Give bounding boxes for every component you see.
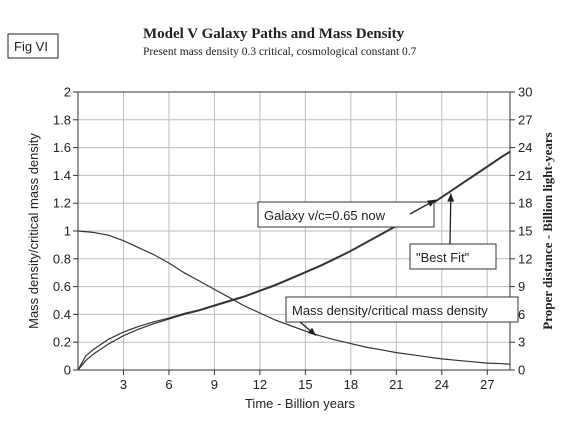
y-left-tick-label: 1.2 xyxy=(53,196,71,211)
arrow-mass-density xyxy=(299,321,317,336)
annotation-mass-density-label: Mass density/critical mass density xyxy=(292,303,488,318)
x-tick-label: 15 xyxy=(298,377,312,392)
chart-title: Model V Galaxy Paths and Mass Density xyxy=(143,26,405,42)
y-left-tick-label: 0.2 xyxy=(53,335,71,350)
arrow-galaxy xyxy=(409,199,437,215)
arrow-best-fit xyxy=(447,193,455,245)
series-mass-density xyxy=(77,230,511,365)
x-tick-label: 24 xyxy=(435,377,449,392)
y-right-tick-label: 3 xyxy=(518,335,525,350)
annotation-galaxy-label: Galaxy v/c=0.65 now xyxy=(264,208,386,223)
y-left-tick-label: 0 xyxy=(64,363,71,378)
figure-label: Fig VI xyxy=(14,39,48,54)
y-left-tick-label: 1 xyxy=(64,224,71,239)
annotation-best-fit-label: "Best Fit" xyxy=(416,250,470,265)
series-galaxy-path xyxy=(77,150,511,371)
x-tick-label: 12 xyxy=(253,377,267,392)
figure-label-box xyxy=(7,33,59,59)
chart-subtitle: Present mass density 0.3 critical, cosmo… xyxy=(143,46,417,58)
y-right-tick-label: 27 xyxy=(518,112,532,127)
y-left-ticks: 0 0.2 0.4 0.6 0.8 1 1.2 1.4 1.6 1.8 2 xyxy=(53,85,78,378)
y-right-axis-label: Proper distance - Billion light-years xyxy=(540,132,555,329)
y-right-tick-label: 9 xyxy=(518,279,525,294)
x-tick-label: 3 xyxy=(120,377,127,392)
x-tick-label: 9 xyxy=(211,377,218,392)
y-left-tick-label: 1.4 xyxy=(53,168,71,183)
series-lines xyxy=(77,150,511,371)
y-right-tick-label: 15 xyxy=(518,224,532,239)
annotation-galaxy: Galaxy v/c=0.65 now xyxy=(257,201,435,228)
y-right-tick-label: 0 xyxy=(518,363,525,378)
y-right-ticks: 0 3 6 9 12 15 18 21 24 27 30 xyxy=(510,85,532,378)
series-best-fit xyxy=(77,151,511,371)
x-tick-label: 18 xyxy=(344,377,358,392)
y-left-tick-label: 2 xyxy=(64,85,71,100)
annotation-arrows xyxy=(299,193,455,336)
y-left-tick-label: 0.6 xyxy=(53,279,71,294)
x-tick-label: 27 xyxy=(480,377,494,392)
y-left-tick-label: 1.8 xyxy=(53,112,71,127)
x-ticks: 3 6 9 12 15 18 21 24 27 xyxy=(120,370,494,392)
x-axis-label: Time - Billion years xyxy=(245,396,356,411)
annotation-best-fit: "Best Fit" xyxy=(409,243,497,270)
y-right-tick-label: 6 xyxy=(518,307,525,322)
y-right-tick-label: 12 xyxy=(518,251,532,266)
y-right-tick-label: 24 xyxy=(518,140,532,155)
y-right-tick-label: 18 xyxy=(518,196,532,211)
y-left-tick-label: 0.8 xyxy=(53,251,71,266)
y-right-tick-label: 21 xyxy=(518,168,532,183)
y-left-tick-label: 0.4 xyxy=(53,307,71,322)
x-tick-label: 21 xyxy=(389,377,403,392)
y-left-tick-label: 1.6 xyxy=(53,140,71,155)
x-tick-label: 6 xyxy=(165,377,172,392)
y-right-tick-label: 30 xyxy=(518,85,532,100)
y-left-axis-label: Mass density/critical mass density xyxy=(26,133,41,329)
annotation-mass-density: Mass density/critical mass density xyxy=(285,296,519,323)
